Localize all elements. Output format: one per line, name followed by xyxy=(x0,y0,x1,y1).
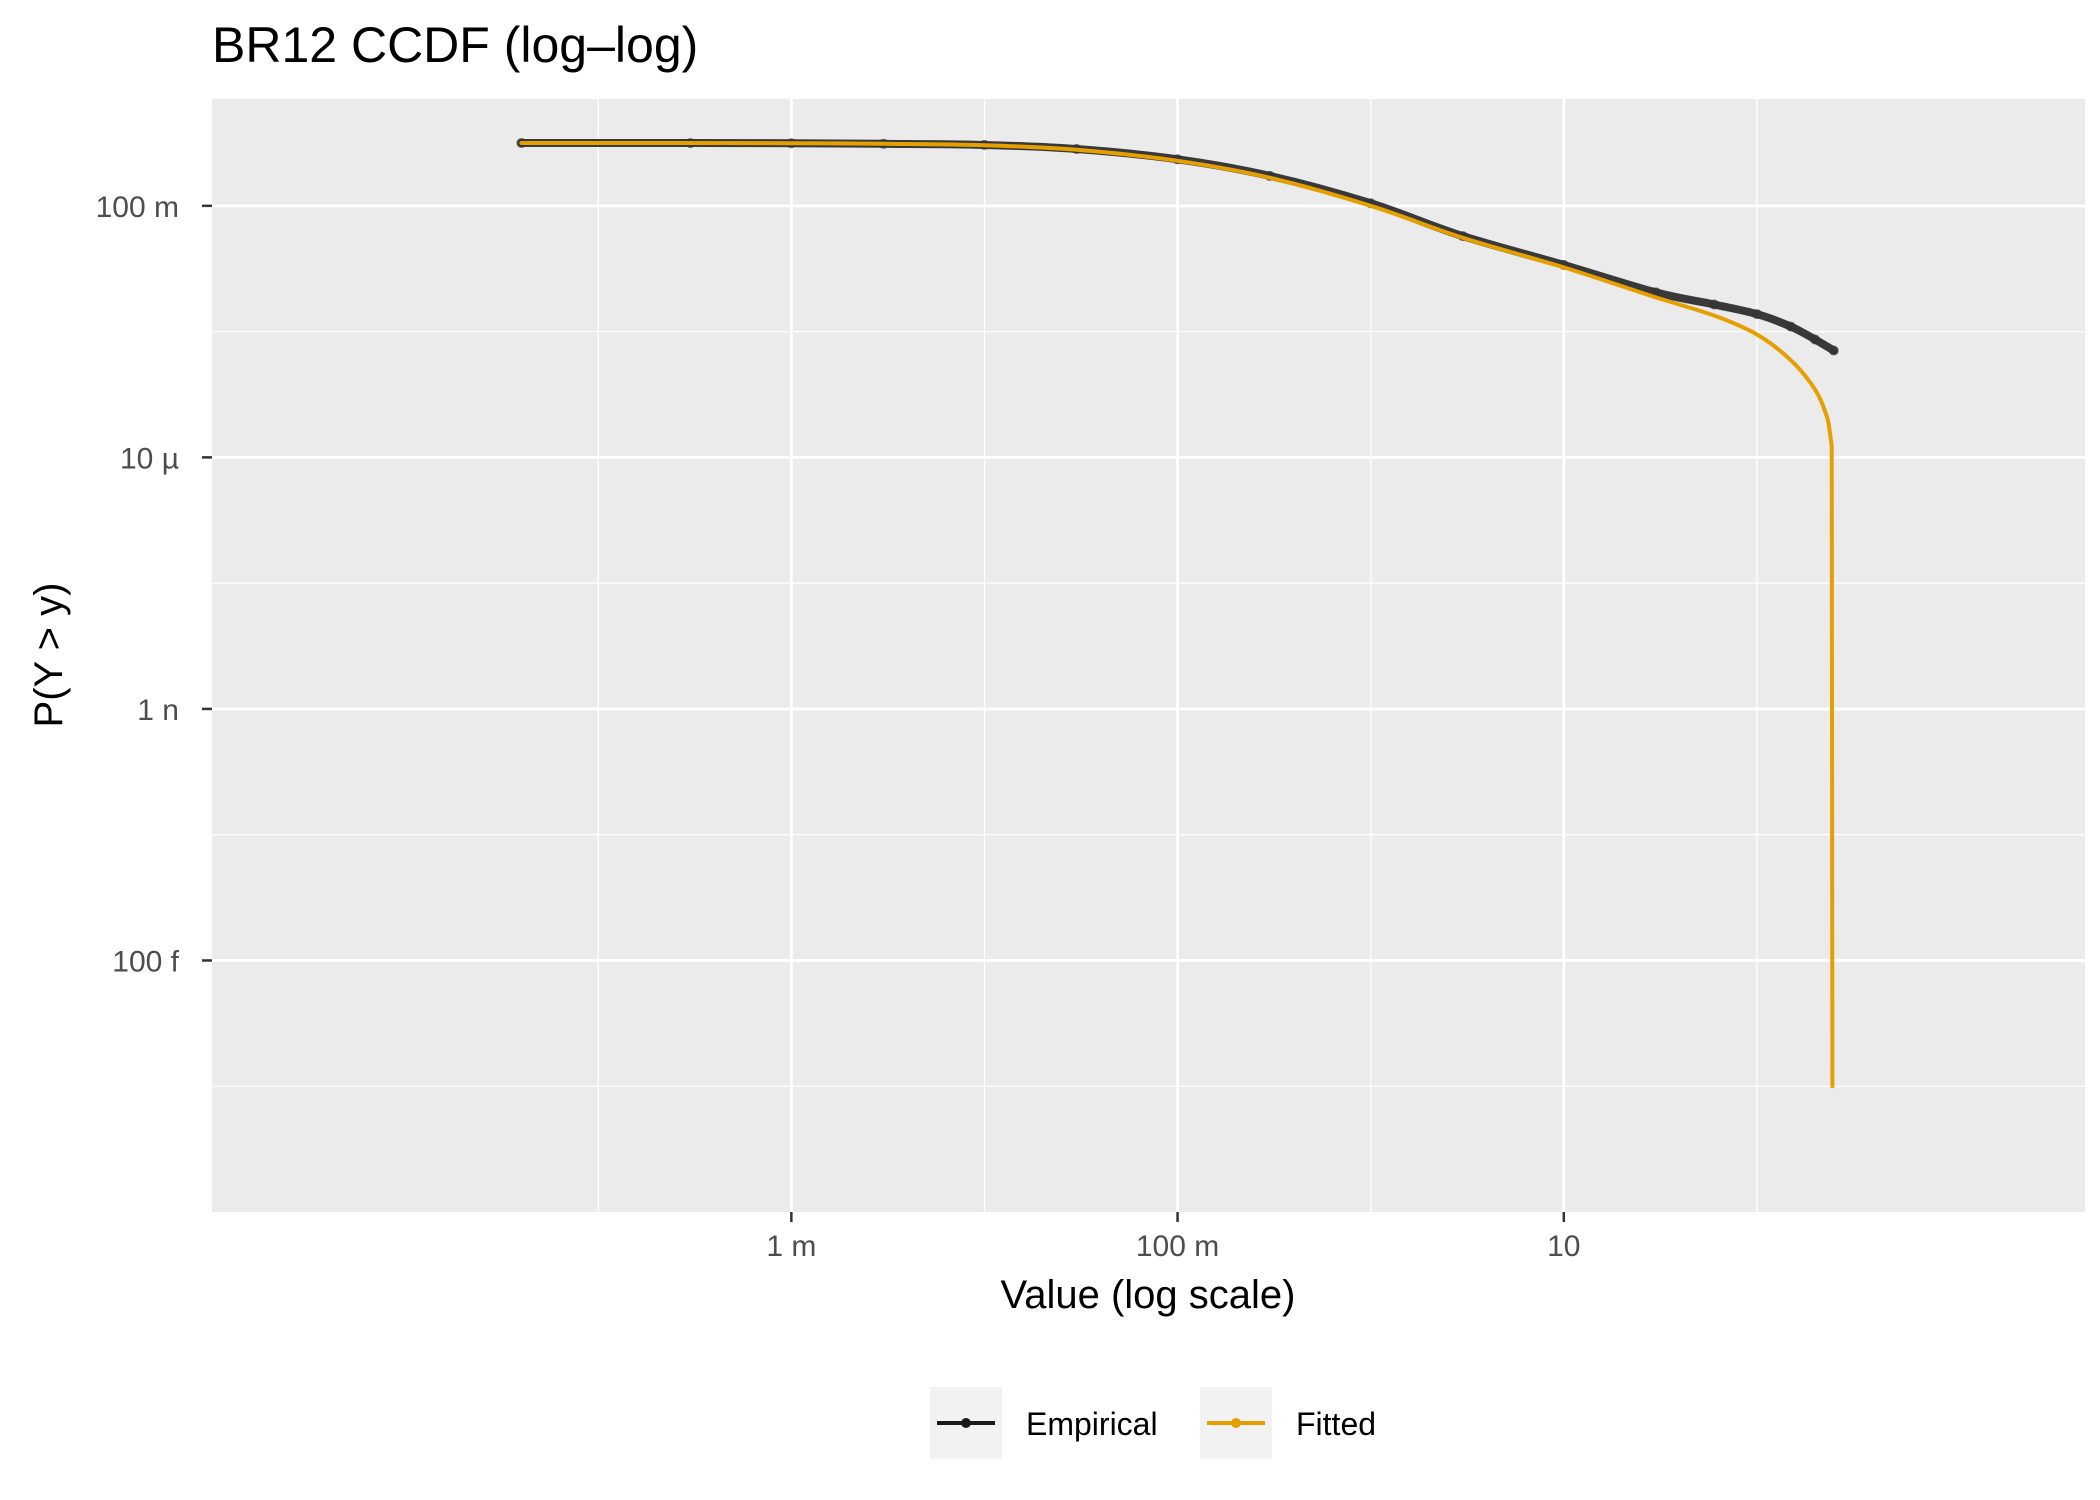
y-axis-title: P(Y > y) xyxy=(27,583,71,728)
legend-label-fitted: Fitted xyxy=(1296,1406,1376,1442)
series-layer xyxy=(516,137,1839,1089)
x-axis-title: Value (log scale) xyxy=(1001,1273,1296,1317)
point-empirical xyxy=(1785,321,1796,332)
x-tick-label: 100 m xyxy=(1136,1230,1219,1263)
grid-minor xyxy=(212,99,2085,1212)
y-tick-label: 1 n xyxy=(137,694,179,727)
point-empirical xyxy=(1828,345,1839,356)
chart-title: BR12 CCDF (log–log) xyxy=(212,17,698,73)
y-tick-label: 10 µ xyxy=(120,442,179,475)
legend-label-empirical: Empirical xyxy=(1026,1406,1158,1442)
point-empirical xyxy=(1751,309,1762,320)
series-line-fitted xyxy=(519,140,1835,1089)
axis-ticks: 1 m 100 m 10 100 m 10 µ 1 n 100 f xyxy=(96,191,1581,1263)
plot-panel xyxy=(212,99,2085,1212)
point-empirical xyxy=(1810,334,1821,345)
legend: Empirical Fitted xyxy=(930,1387,1376,1459)
y-tick-label: 100 m xyxy=(96,191,179,224)
grid-major xyxy=(212,99,2085,1212)
x-tick-label: 10 xyxy=(1547,1230,1580,1263)
y-tick-label: 100 f xyxy=(112,945,179,978)
x-tick-label: 1 m xyxy=(766,1230,816,1263)
point-empirical xyxy=(1709,299,1720,310)
